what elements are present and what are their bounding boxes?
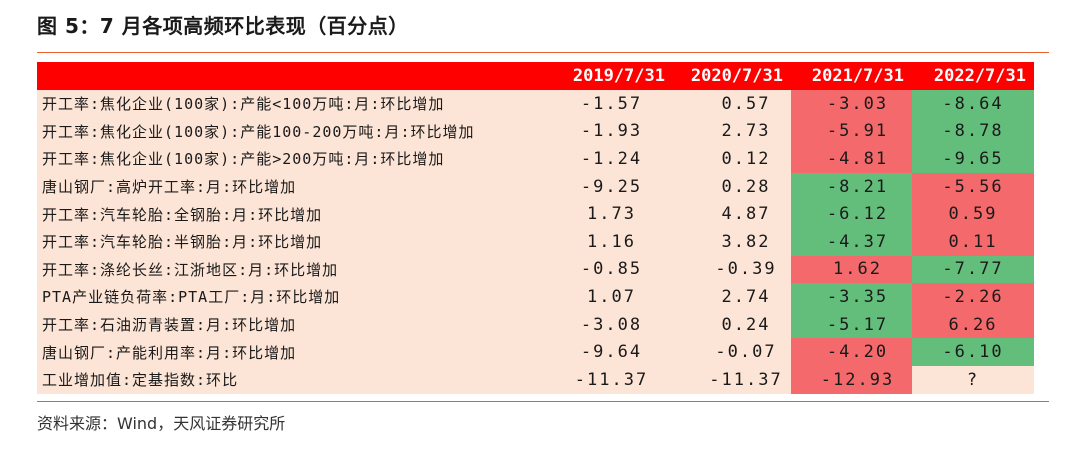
cell-2020: 0.57 xyxy=(673,90,791,118)
cell-2021: -3.35 xyxy=(791,283,912,311)
cell-2020: 0.28 xyxy=(673,172,791,201)
cell-2022: 0.11 xyxy=(912,227,1034,256)
cell-2019: 1.73 xyxy=(550,200,673,228)
table-body: 开工率:焦化企业(100家):产能<100万吨:月:环比增加 -1.57 0.57-… xyxy=(37,90,1034,394)
column-header-label xyxy=(37,62,550,90)
table-row: 开工率:焦化企业(100家):产能100-200万吨:月:环比增加 -1.93 2.… xyxy=(37,117,1034,146)
table-row: 唐山钢厂:产能利用率:月:环比增加 -9.64 -0.07 -4.20 -6.10 xyxy=(37,338,1034,366)
table-row: 开工率:石油沥青装置:月:环比增加 -3.08 0.24 -5.17 6.26 xyxy=(37,310,1034,339)
cell-2021: -5.91 xyxy=(791,117,912,146)
cell-2020: 2.74 xyxy=(673,283,791,311)
cell-2019: -3.08 xyxy=(550,310,673,339)
data-table: 2019/7/31 2020/7/31 2021/7/31 2022/7/31 … xyxy=(37,62,1034,394)
table-row: 唐山钢厂:高炉开工率:月:环比增加 -9.25 0.28 -8.21 -5.56 xyxy=(37,172,1034,201)
row-label: 开工率:汽车轮胎:全钢胎:月:环比增加 xyxy=(37,200,550,228)
cell-2019: -0.85 xyxy=(550,255,673,284)
cell-2020: 2.73 xyxy=(673,117,791,146)
cell-2021: -4.37 xyxy=(791,227,912,256)
cell-2021: -8.21 xyxy=(791,172,912,201)
column-header-2021: 2021/7/31 xyxy=(791,62,912,90)
cell-2021: -6.12 xyxy=(791,200,912,228)
cell-2019: 1.07 xyxy=(550,283,673,311)
cell-2022: -2.26 xyxy=(912,283,1034,311)
table-row: PTA产业链负荷率:PTA工厂:月:环比增加 1.07 2.74 -3.35 -2.26 xyxy=(37,283,1034,311)
cell-2022: -7.77 xyxy=(912,255,1034,284)
column-header-2019: 2019/7/31 xyxy=(550,62,673,90)
cell-2022: -8.64 xyxy=(912,90,1034,118)
column-header-2020: 2020/7/31 xyxy=(673,62,791,90)
row-label: 唐山钢厂:高炉开工率:月:环比增加 xyxy=(37,172,550,201)
table-row: 工业增加值:定基指数:环比 -11.37 -11.37 -12.93? xyxy=(37,365,1034,394)
row-label: 开工率:焦化企业(100家):产能100-200万吨:月:环比增加 xyxy=(37,117,550,146)
cell-2022: -5.56 xyxy=(912,172,1034,201)
row-label: 开工率:焦化企业(100家):产能>200万吨:月:环比增加 xyxy=(37,145,550,173)
cell-2022: ? xyxy=(912,365,1034,394)
cell-2020: 3.82 xyxy=(673,227,791,256)
column-header-2022: 2022/7/31 xyxy=(912,62,1034,90)
cell-2019: -9.64 xyxy=(550,338,673,366)
figure-title: 图 5：7 月各项高频环比表现（百分点） xyxy=(37,14,409,38)
cell-2021: -5.17 xyxy=(791,310,912,339)
source-note: 资料来源：Wind，天风证券研究所 xyxy=(37,414,286,433)
row-label: 工业增加值:定基指数:环比 xyxy=(37,365,550,394)
row-label: 开工率:汽车轮胎:半钢胎:月:环比增加 xyxy=(37,227,550,256)
row-label: PTA产业链负荷率:PTA工厂:月:环比增加 xyxy=(37,283,550,311)
cell-2022: 6.26 xyxy=(912,310,1034,339)
cell-2019: -9.25 xyxy=(550,172,673,201)
table-row: 开工率:涤纶长丝:江浙地区:月:环比增加 -0.85 -0.39 1.62 -7.77 xyxy=(37,255,1034,284)
cell-2020: 4.87 xyxy=(673,200,791,228)
table-row: 开工率:焦化企业(100家):产能<100万吨:月:环比增加 -1.57 0.57-… xyxy=(37,90,1034,118)
cell-2021: -12.93 xyxy=(791,365,912,394)
table-header-row: 2019/7/31 2020/7/31 2021/7/31 2022/7/31 xyxy=(37,62,1034,90)
bottom-divider xyxy=(37,401,1049,402)
cell-2022: -8.78 xyxy=(912,117,1034,146)
table-row: 开工率:焦化企业(100家):产能>200万吨:月:环比增加 -1.24 0.12-… xyxy=(37,145,1034,173)
table-row: 开工率:汽车轮胎:半钢胎:月:环比增加 1.16 3.82 -4.37 0.11 xyxy=(37,227,1034,256)
title-divider xyxy=(37,52,1049,53)
cell-2022: 0.59 xyxy=(912,200,1034,228)
cell-2020: -0.39 xyxy=(673,255,791,284)
cell-2022: -6.10 xyxy=(912,338,1034,366)
row-label: 开工率:焦化企业(100家):产能<100万吨:月:环比增加 xyxy=(37,90,550,118)
cell-2021: 1.62 xyxy=(791,255,912,284)
cell-2019: -1.57 xyxy=(550,90,673,118)
cell-2021: -3.03 xyxy=(791,90,912,118)
table-row: 开工率:汽车轮胎:全钢胎:月:环比增加 1.73 4.87 -6.12 0.59 xyxy=(37,200,1034,228)
cell-2021: -4.20 xyxy=(791,338,912,366)
cell-2020: 0.12 xyxy=(673,145,791,173)
cell-2020: 0.24 xyxy=(673,310,791,339)
cell-2020: -11.37 xyxy=(673,365,791,394)
row-label: 唐山钢厂:产能利用率:月:环比增加 xyxy=(37,338,550,366)
row-label: 开工率:涤纶长丝:江浙地区:月:环比增加 xyxy=(37,255,550,284)
row-label: 开工率:石油沥青装置:月:环比增加 xyxy=(37,310,550,339)
cell-2020: -0.07 xyxy=(673,338,791,366)
cell-2021: -4.81 xyxy=(791,145,912,173)
cell-2022: -9.65 xyxy=(912,145,1034,173)
cell-2019: -11.37 xyxy=(550,365,673,394)
cell-2019: 1.16 xyxy=(550,227,673,256)
cell-2019: -1.24 xyxy=(550,145,673,173)
cell-2019: -1.93 xyxy=(550,117,673,146)
